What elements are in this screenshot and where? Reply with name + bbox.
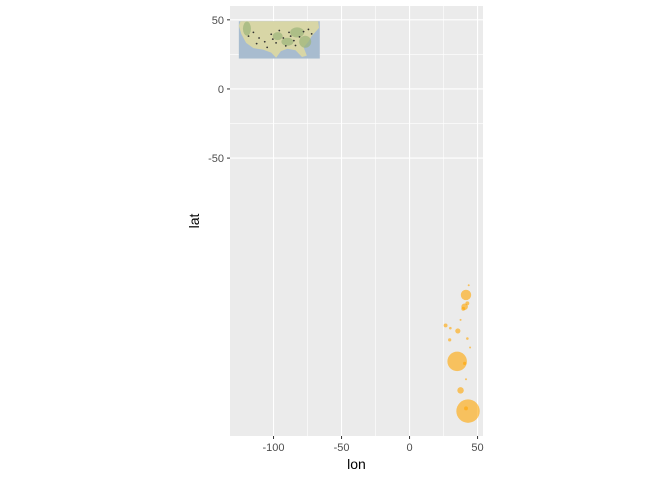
data-point <box>464 406 468 411</box>
plot-panel <box>230 6 483 436</box>
data-point <box>443 323 448 328</box>
map-vegetation <box>242 21 251 36</box>
data-point <box>460 289 472 301</box>
x-tick-label: -50 <box>334 442 350 454</box>
x-tick-label: -100 <box>263 442 285 454</box>
x-axis-title: lon <box>347 456 366 472</box>
map-city-dot <box>275 41 277 44</box>
data-point <box>457 387 464 394</box>
map-city-dot <box>307 28 310 31</box>
map-city-dot <box>298 35 301 38</box>
data-point <box>463 361 467 366</box>
major-grid <box>230 6 483 436</box>
map-city-dot <box>252 31 255 34</box>
map-city-dot <box>270 33 273 36</box>
data-point <box>466 337 469 340</box>
y-tick-label: 0 <box>218 84 224 96</box>
map-city-dot <box>284 44 287 47</box>
data-point <box>469 346 472 349</box>
map-city-dot <box>278 29 281 32</box>
data-point <box>464 378 467 381</box>
map-city-dot <box>310 33 313 35</box>
map-vegetation <box>281 37 294 46</box>
data-point <box>461 306 466 311</box>
map-city-dot <box>263 40 266 43</box>
x-axis-ticks: -100 -50 0 50 <box>263 436 484 454</box>
map-city-dot <box>247 35 250 38</box>
map-city-dot <box>292 39 295 42</box>
data-point <box>456 399 480 423</box>
x-tick-label: 0 <box>406 442 412 454</box>
y-axis-ticks: 50 0 -50 <box>208 15 230 165</box>
map-vegetation <box>299 35 312 48</box>
data-point <box>455 328 461 334</box>
data-point <box>447 351 467 372</box>
data-point <box>467 284 470 287</box>
y-axis-title: lat <box>186 214 202 229</box>
map-city-dot <box>266 46 269 49</box>
usa-map-image <box>238 21 320 59</box>
data-point <box>449 326 452 330</box>
y-tick-label: 50 <box>212 15 224 27</box>
map-city-dot <box>288 31 290 34</box>
map-city-dot <box>289 35 292 38</box>
map-city-dot <box>282 37 285 39</box>
map-city-dot <box>302 30 305 33</box>
x-tick-label: 50 <box>471 442 483 454</box>
map-city-dot <box>271 38 274 41</box>
points-layer <box>443 284 480 423</box>
map-vegetation <box>272 32 283 41</box>
map-city-dot <box>258 37 260 39</box>
data-point <box>459 318 462 321</box>
map-city-dot <box>294 44 297 47</box>
map-city-dot <box>255 42 258 45</box>
y-tick-label: -50 <box>208 153 224 165</box>
map-vegetation <box>290 27 305 38</box>
data-point <box>448 338 452 342</box>
